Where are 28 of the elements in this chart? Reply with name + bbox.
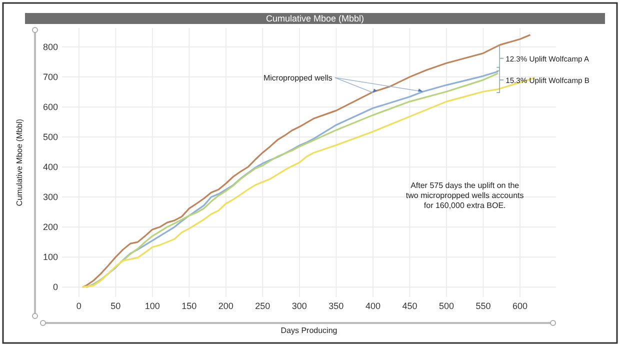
x-tick-label: 500: [438, 301, 454, 311]
y-tick-label: 600: [42, 102, 58, 112]
y-tick-label: 200: [42, 222, 58, 232]
x-tick-label: 350: [328, 301, 344, 311]
x-tick-label: 550: [476, 301, 491, 311]
x-tick-label: 600: [512, 301, 528, 311]
x-axis-title: Days Producing: [280, 326, 338, 335]
x-tick-label: 300: [292, 301, 307, 311]
y-axis-title: Cumulative Mboe (Mbbl): [15, 118, 24, 206]
annotation: Micropropped wells: [263, 74, 332, 83]
x-tick-label: 400: [365, 301, 380, 311]
chart-title: Cumulative Mboe (Mbbl): [266, 14, 364, 24]
x-tick-label: 50: [110, 301, 121, 311]
x-tick-label: 100: [144, 301, 160, 311]
y-tick-label: 500: [42, 132, 58, 142]
x-tick-label: 450: [402, 301, 418, 311]
x-tick-label: 150: [182, 301, 197, 311]
x-tick-label: 250: [255, 301, 270, 311]
y-tick-label: 800: [42, 42, 58, 52]
y-tick-label: 400: [42, 162, 58, 172]
line-series: [82, 34, 532, 288]
x-tick-label: 0: [76, 301, 82, 311]
x-tick-label: 200: [218, 301, 234, 311]
y-tick-label: 700: [42, 72, 58, 82]
y-tick-label: 300: [42, 192, 58, 202]
y-tick-label: 0: [52, 282, 58, 292]
annotation: After 575 days the uplift on the two micropropped wells accounts for 160,000 extra BOE.: [406, 181, 524, 210]
y-tick-label: 100: [42, 252, 58, 262]
